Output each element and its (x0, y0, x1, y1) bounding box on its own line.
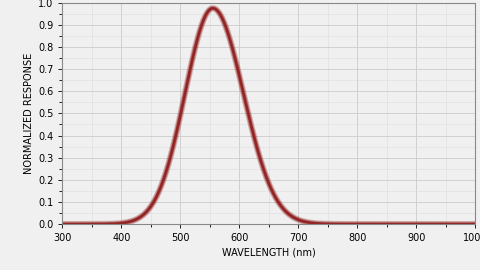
Y-axis label: NORMALIZED RESPONSE: NORMALIZED RESPONSE (24, 53, 34, 174)
X-axis label: WAVELENGTH (nm): WAVELENGTH (nm) (222, 247, 316, 257)
